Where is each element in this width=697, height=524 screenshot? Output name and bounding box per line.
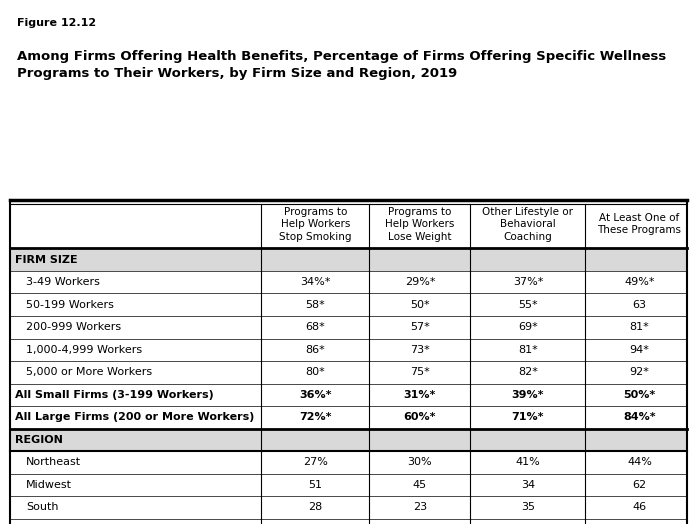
Text: 44%: 44% <box>627 457 652 467</box>
Text: REGION: REGION <box>15 435 63 445</box>
Text: 50%*: 50%* <box>623 390 656 400</box>
Text: 57*: 57* <box>410 322 430 332</box>
Bar <box>10 248 687 271</box>
Text: 39%*: 39%* <box>512 390 544 400</box>
Text: 71%*: 71%* <box>512 412 544 422</box>
Text: 50-199 Workers: 50-199 Workers <box>26 300 114 310</box>
Text: 35: 35 <box>521 503 535 512</box>
Text: 34: 34 <box>521 480 535 490</box>
Text: South: South <box>26 503 59 512</box>
Text: 28: 28 <box>308 503 323 512</box>
Text: 92*: 92* <box>629 367 650 377</box>
Text: 60%*: 60%* <box>404 412 436 422</box>
Bar <box>10 361 687 384</box>
Bar <box>10 200 687 248</box>
Text: 81*: 81* <box>629 322 650 332</box>
Text: 68*: 68* <box>305 322 325 332</box>
Text: Northeast: Northeast <box>26 457 81 467</box>
Text: All Large Firms (200 or More Workers): All Large Firms (200 or More Workers) <box>15 412 254 422</box>
Text: 45: 45 <box>413 480 427 490</box>
Bar <box>10 406 687 429</box>
Bar <box>10 451 687 474</box>
Bar <box>10 339 687 361</box>
Bar <box>10 474 687 496</box>
Text: 29%*: 29%* <box>405 277 435 287</box>
Bar <box>10 519 687 524</box>
Bar <box>10 293 687 316</box>
Text: 1,000-4,999 Workers: 1,000-4,999 Workers <box>26 345 142 355</box>
Text: 82*: 82* <box>518 367 538 377</box>
Text: 37%*: 37%* <box>513 277 543 287</box>
Bar <box>10 271 687 293</box>
Text: 80*: 80* <box>305 367 325 377</box>
Text: Midwest: Midwest <box>26 480 72 490</box>
Text: 86*: 86* <box>305 345 325 355</box>
Text: Programs to
Help Workers
Stop Smoking: Programs to Help Workers Stop Smoking <box>279 207 352 242</box>
Bar <box>10 496 687 519</box>
Text: 30%: 30% <box>408 457 432 467</box>
Text: 94*: 94* <box>629 345 650 355</box>
Text: 36%*: 36%* <box>299 390 332 400</box>
Text: 72%*: 72%* <box>299 412 332 422</box>
Text: All Small Firms (3-199 Workers): All Small Firms (3-199 Workers) <box>15 390 213 400</box>
Text: 46: 46 <box>632 503 647 512</box>
Text: 81*: 81* <box>518 345 538 355</box>
Text: 51: 51 <box>308 480 323 490</box>
Text: 58*: 58* <box>305 300 325 310</box>
Text: 49%*: 49%* <box>625 277 654 287</box>
Text: 63: 63 <box>632 300 647 310</box>
Text: 23: 23 <box>413 503 427 512</box>
Text: At Least One of
These Programs: At Least One of These Programs <box>597 213 682 235</box>
Text: 27%: 27% <box>303 457 328 467</box>
Text: 50*: 50* <box>410 300 430 310</box>
Text: FIRM SIZE: FIRM SIZE <box>15 255 77 265</box>
Text: 31%*: 31%* <box>404 390 436 400</box>
Bar <box>10 429 687 451</box>
Text: Figure 12.12: Figure 12.12 <box>17 18 97 28</box>
Text: Programs to
Help Workers
Lose Weight: Programs to Help Workers Lose Weight <box>385 207 454 242</box>
Text: Among Firms Offering Health Benefits, Percentage of Firms Offering Specific Well: Among Firms Offering Health Benefits, Pe… <box>17 50 666 80</box>
Text: 55*: 55* <box>518 300 538 310</box>
Text: 75*: 75* <box>410 367 430 377</box>
Bar <box>10 384 687 406</box>
Bar <box>10 316 687 339</box>
Text: 3-49 Workers: 3-49 Workers <box>26 277 100 287</box>
Text: 69*: 69* <box>518 322 538 332</box>
Text: Other Lifestyle or
Behavioral
Coaching: Other Lifestyle or Behavioral Coaching <box>482 207 574 242</box>
Text: 5,000 or More Workers: 5,000 or More Workers <box>26 367 152 377</box>
Text: 84%*: 84%* <box>623 412 656 422</box>
Text: 41%: 41% <box>516 457 540 467</box>
Text: 34%*: 34%* <box>300 277 330 287</box>
Text: 62: 62 <box>632 480 647 490</box>
Text: 200-999 Workers: 200-999 Workers <box>26 322 121 332</box>
Text: 73*: 73* <box>410 345 430 355</box>
